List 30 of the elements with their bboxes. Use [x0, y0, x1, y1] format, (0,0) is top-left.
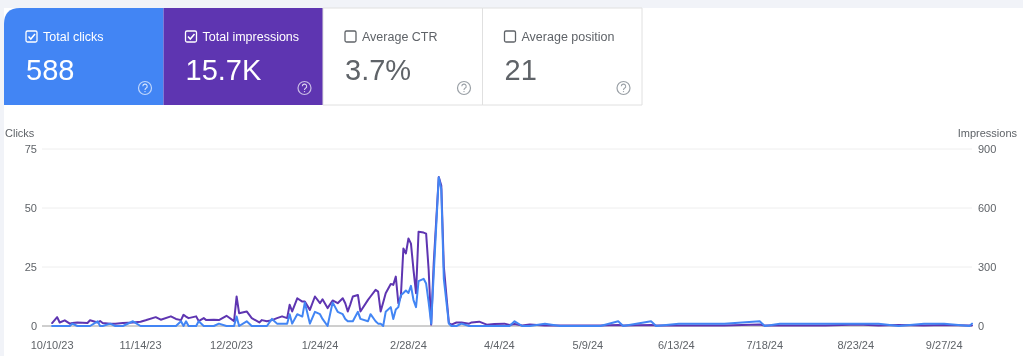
- text: 588: [26, 54, 75, 86]
- y2-tick-label: 0: [978, 320, 985, 332]
- category-label: Total clicks: [43, 30, 104, 44]
- x-tick-label: 6/13/24: [657, 339, 695, 351]
- x-tick-label: 9/27/24: [925, 339, 963, 351]
- category-label: Total impressions: [202, 30, 300, 44]
- x-tick-label: 2/28/24: [390, 339, 427, 351]
- text: 3.7%: [345, 54, 412, 86]
- x-tick-label: 10/10/23: [30, 339, 74, 351]
- x-tick-label: 8/23/24: [837, 339, 875, 351]
- y2-tick-label: 600: [978, 202, 997, 214]
- y-tick-label: 50: [24, 202, 37, 214]
- x-tick-label: 12/20/23: [210, 339, 253, 351]
- x-tick-label: 1/24/24: [301, 339, 339, 351]
- y-axis-title: Clicks: [5, 127, 35, 139]
- category-label: Average CTR: [362, 30, 438, 44]
- y-tick-label: 75: [24, 143, 37, 155]
- category-label: Average position: [521, 30, 615, 44]
- text: 21: [504, 54, 537, 86]
- x-tick-label: 4/4/24: [484, 339, 515, 351]
- y-tick-label: 0: [30, 320, 37, 332]
- y2-axis-title: Impressions: [957, 127, 1018, 139]
- x-tick-label: 5/9/24: [572, 339, 604, 351]
- y2-tick-label: 900: [978, 143, 997, 155]
- y2-tick-label: 300: [978, 261, 997, 273]
- x-tick-label: 7/18/24: [746, 339, 784, 351]
- x-tick-label: 11/14/23: [119, 339, 162, 351]
- text: 15.7K: [185, 54, 262, 86]
- line-series: [51, 176, 973, 327]
- y-tick-label: 25: [24, 261, 37, 273]
